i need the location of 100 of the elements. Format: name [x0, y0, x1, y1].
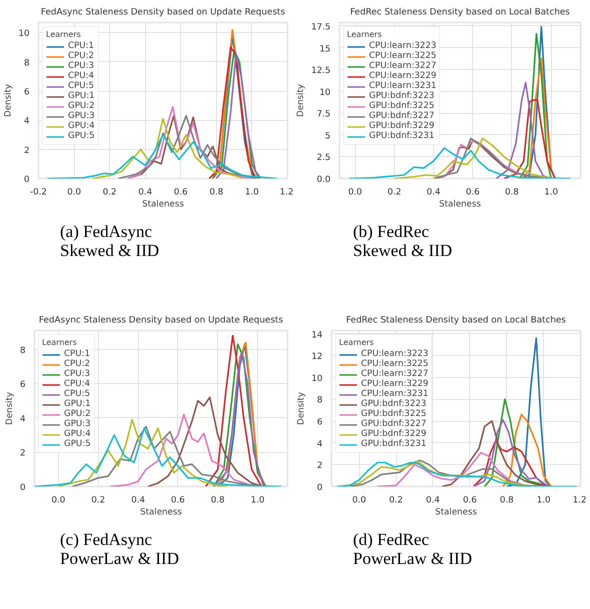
x-axis-title: Staleness: [140, 508, 182, 518]
legend-label: GPU:5: [64, 439, 91, 449]
x-axis-title: Staleness: [435, 508, 478, 518]
legend-label: CPU:5: [68, 81, 94, 91]
legend-label: CPU:learn:3225: [369, 51, 436, 61]
x-tick-label: 0.4: [426, 188, 441, 198]
legend-label: CPU:2: [68, 51, 94, 61]
legend-label: GPU:bdnf:3223: [369, 91, 434, 101]
text: (b) FedRec Skewed & IID: [353, 222, 452, 260]
legend-label: CPU:learn:3223: [369, 41, 436, 51]
y-tick-label: 8: [316, 396, 323, 406]
y-tick-label: 10: [311, 374, 322, 384]
legend-label: CPU:learn:3231: [369, 81, 436, 91]
y-axis-title: Density: [296, 84, 306, 117]
legend-label: CPU:5: [64, 389, 90, 399]
y-tick-label: 0.0: [316, 175, 331, 185]
legend-label: GPU:3: [68, 111, 95, 121]
legend-label: GPU:2: [64, 409, 91, 419]
y-tick-label: 2: [20, 448, 26, 459]
x-tick-label: 0.0: [52, 496, 66, 506]
x-tick-label: 1.0: [250, 496, 265, 506]
legend-label: CPU:learn:3227: [361, 369, 428, 379]
y-tick-label: 8: [24, 58, 30, 68]
y-axis-title: Density: [3, 84, 14, 117]
y-tick-label: 14: [311, 330, 323, 340]
y-tick-label: 2: [24, 146, 30, 156]
legend-label: CPU:3: [64, 369, 90, 379]
legend-label: GPU:4: [68, 121, 95, 131]
legend-label: CPU:2: [64, 359, 90, 369]
legend-label: GPU:bdnf:3225: [369, 101, 434, 111]
legend-label: CPU:learn:3225: [361, 359, 428, 369]
text: (d) FedRec PowerLaw & IID: [353, 530, 472, 568]
x-tick-label: 0.4: [138, 188, 153, 198]
x-tick-label: 1.0: [536, 496, 551, 506]
legend-label: GPU:1: [68, 91, 95, 101]
legend-label: GPU:bdnf:3227: [361, 419, 426, 429]
y-tick-label: 2: [316, 461, 323, 472]
x-tick-label: 1.2: [572, 496, 587, 506]
x-tick-label: 0.8: [500, 496, 514, 506]
y-tick-label: 6: [24, 88, 30, 98]
y-tick-label: 6: [20, 380, 26, 390]
x-tick-label: 1.2: [280, 188, 294, 198]
x-tick-label: 0.2: [102, 188, 117, 198]
x-axis-title: Staleness: [439, 200, 482, 210]
legend-label: CPU:learn:3231: [361, 389, 428, 399]
chart-title: FedAsync Staleness Density based on Update Requests: [38, 316, 284, 326]
legend-label: CPU:learn:3223: [361, 349, 428, 359]
x-tick-label: 0.2: [389, 496, 403, 506]
legend-label: GPU:3: [64, 419, 91, 429]
x-tick-label: 0.8: [210, 496, 225, 506]
legend-label: CPU:3: [68, 61, 94, 71]
chart-title: FedAsync Staleness Density based on Update Requests: [40, 8, 286, 18]
y-tick-label: 2.5: [316, 153, 331, 164]
y-tick-label: 10: [18, 29, 30, 40]
y-tick-label: 12.5: [311, 66, 331, 76]
y-tick-label: 0: [24, 175, 30, 185]
y-axis-title: Density: [4, 392, 15, 425]
chart-title: FedRec Staleness Density based on Local Batches: [346, 316, 566, 326]
y-tick-label: 5: [324, 131, 331, 142]
chart-title: FedRec Staleness Density based on Local Batches: [350, 8, 570, 18]
y-tick-label: 15: [319, 44, 330, 54]
x-tick-label: 0.4: [131, 496, 146, 506]
y-tick-label: 8: [20, 346, 26, 356]
x-tick-label: 1.0: [245, 188, 259, 198]
x-axis-title: Staleness: [142, 200, 184, 210]
x-tick-label: 0.8: [505, 188, 519, 198]
legend-title: Learners: [46, 30, 82, 39]
legend-label: CPU:learn:3229: [361, 379, 428, 389]
y-tick-label: 10: [319, 88, 330, 98]
legend-label: GPU:4: [64, 429, 91, 439]
x-tick-label: 0.0: [352, 496, 366, 506]
legend-label: CPU:1: [64, 349, 90, 359]
legend-label: GPU:bdnf:3227: [369, 111, 434, 121]
y-tick-label: 0: [20, 483, 26, 493]
x-tick-label: 0.2: [387, 188, 402, 198]
legend-label: GPU:bdnf:3231: [361, 439, 426, 449]
y-tick-label: 17.5: [311, 22, 331, 32]
y-tick-label: 4: [316, 439, 323, 450]
y-tick-label: 6: [316, 418, 323, 428]
legend-label: CPU:learn:3227: [369, 61, 436, 71]
legend-label: GPU:2: [68, 101, 95, 111]
x-tick-label: 0.0: [67, 188, 81, 198]
x-tick-label: 1.0: [544, 188, 558, 198]
y-tick-label: 12: [311, 352, 322, 362]
legend-label: GPU:1: [64, 399, 91, 409]
x-tick-label: 0.6: [466, 188, 480, 198]
legend-label: GPU:bdnf:3231: [369, 131, 434, 141]
y-tick-label: 4: [24, 116, 30, 127]
legend-title: Learners: [339, 338, 375, 347]
legend-label: CPU:1: [68, 41, 94, 51]
legend-label: GPU:bdnf:3223: [361, 399, 426, 409]
text: (a) FedAsync Skewed & IID: [60, 222, 160, 260]
legend-label: GPU:bdnf:3225: [361, 409, 426, 419]
legend-label: GPU:bdnf:3229: [369, 121, 434, 131]
legend-label: CPU:4: [64, 379, 90, 389]
y-tick-label: 0: [316, 483, 323, 493]
x-tick-label: 0.2: [91, 496, 106, 506]
x-tick-label: 0.6: [462, 496, 477, 506]
legend-label: GPU:5: [68, 131, 95, 141]
legend-title: Learners: [42, 338, 78, 347]
